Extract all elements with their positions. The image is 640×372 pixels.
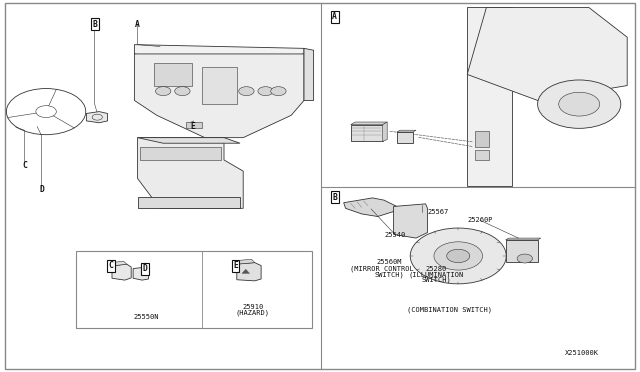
Polygon shape: [138, 138, 240, 143]
Text: D: D: [39, 185, 44, 194]
Text: C: C: [22, 161, 27, 170]
Text: X251000K: X251000K: [565, 350, 600, 356]
Text: D: D: [142, 264, 147, 273]
Polygon shape: [86, 112, 108, 123]
Polygon shape: [140, 147, 221, 160]
Text: B: B: [332, 193, 337, 202]
Text: (COMBINATION SWITCH): (COMBINATION SWITCH): [407, 306, 492, 313]
Circle shape: [258, 87, 273, 96]
Text: A: A: [332, 12, 337, 21]
Circle shape: [410, 228, 506, 284]
Polygon shape: [351, 122, 387, 125]
Polygon shape: [154, 63, 192, 86]
Polygon shape: [304, 48, 314, 100]
Polygon shape: [202, 67, 237, 104]
Circle shape: [271, 87, 286, 96]
Polygon shape: [397, 132, 413, 143]
Polygon shape: [397, 130, 416, 132]
Polygon shape: [134, 45, 304, 58]
Polygon shape: [237, 263, 261, 281]
Circle shape: [156, 87, 171, 96]
Polygon shape: [467, 7, 512, 186]
Text: A: A: [135, 20, 140, 29]
Polygon shape: [351, 125, 383, 141]
Text: 25550N: 25550N: [133, 314, 159, 320]
Text: SWITCH): SWITCH): [374, 271, 404, 278]
Text: (ILLUMINATION: (ILLUMINATION: [409, 271, 464, 278]
Text: (HAZARD): (HAZARD): [236, 309, 270, 316]
Text: B: B: [92, 20, 97, 29]
Text: C: C: [108, 262, 113, 270]
Polygon shape: [506, 240, 538, 262]
Circle shape: [559, 92, 600, 116]
Text: 25280: 25280: [426, 266, 447, 272]
Polygon shape: [134, 54, 304, 138]
Circle shape: [239, 87, 254, 96]
Text: (MIRROR CONTROL: (MIRROR CONTROL: [349, 265, 413, 272]
Polygon shape: [383, 122, 387, 141]
Polygon shape: [242, 269, 250, 273]
Circle shape: [434, 242, 483, 270]
Text: 25560M: 25560M: [376, 259, 402, 265]
Circle shape: [538, 80, 621, 128]
Polygon shape: [109, 261, 127, 266]
Bar: [186, 122, 202, 128]
Polygon shape: [467, 7, 627, 100]
Polygon shape: [394, 204, 428, 238]
Polygon shape: [138, 138, 243, 208]
Polygon shape: [506, 238, 541, 240]
Polygon shape: [234, 259, 255, 264]
Circle shape: [447, 249, 470, 263]
Bar: [475, 150, 489, 160]
Text: 25260P: 25260P: [467, 217, 493, 223]
Circle shape: [175, 87, 190, 96]
Text: 25567: 25567: [428, 209, 449, 215]
Circle shape: [517, 254, 532, 263]
Polygon shape: [112, 264, 131, 280]
Text: SWITCH): SWITCH): [422, 276, 451, 283]
Text: E: E: [233, 262, 238, 270]
Text: 25540: 25540: [385, 232, 406, 238]
Polygon shape: [138, 197, 240, 208]
Text: 25910: 25910: [242, 304, 264, 310]
Polygon shape: [133, 267, 148, 280]
Text: E: E: [191, 122, 196, 131]
Polygon shape: [344, 198, 397, 217]
Bar: [475, 131, 489, 147]
Bar: [76, 251, 312, 328]
